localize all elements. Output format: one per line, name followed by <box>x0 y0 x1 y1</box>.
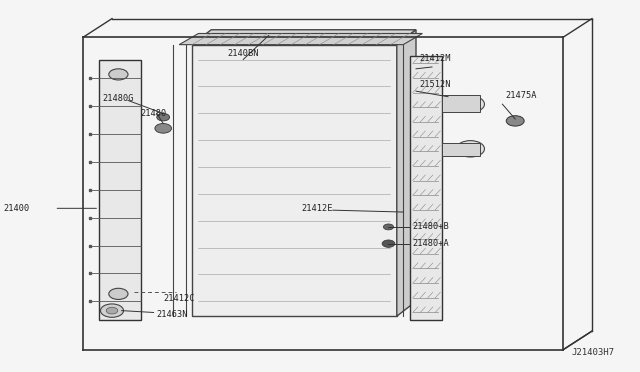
Text: 21412E: 21412E <box>301 204 333 213</box>
Circle shape <box>456 141 484 157</box>
Circle shape <box>382 240 395 247</box>
Polygon shape <box>442 143 480 156</box>
Text: 21412C: 21412C <box>163 294 195 303</box>
Text: 21512N: 21512N <box>419 80 451 89</box>
Circle shape <box>155 124 172 133</box>
Polygon shape <box>99 60 141 320</box>
Circle shape <box>463 144 478 153</box>
Text: 21480+B: 21480+B <box>413 222 449 231</box>
Circle shape <box>383 224 394 230</box>
Polygon shape <box>410 56 442 320</box>
Circle shape <box>456 96 484 112</box>
Circle shape <box>463 100 478 109</box>
Text: 21412M: 21412M <box>419 54 451 63</box>
Text: 21463N: 21463N <box>157 310 188 319</box>
Polygon shape <box>442 95 480 112</box>
Text: 21480: 21480 <box>141 109 167 118</box>
Circle shape <box>157 113 170 121</box>
Polygon shape <box>192 30 416 45</box>
Polygon shape <box>397 30 416 316</box>
Circle shape <box>109 288 128 299</box>
Text: 21480+A: 21480+A <box>413 239 449 248</box>
Text: 21480G: 21480G <box>102 94 134 103</box>
Circle shape <box>100 304 124 317</box>
Circle shape <box>106 307 118 314</box>
Circle shape <box>109 69 128 80</box>
Text: 21475A: 21475A <box>506 92 537 100</box>
Circle shape <box>506 116 524 126</box>
Text: 2140BN: 2140BN <box>227 49 259 58</box>
Polygon shape <box>179 33 422 45</box>
Text: 21400: 21400 <box>3 204 29 213</box>
Text: J21403H7: J21403H7 <box>572 348 614 357</box>
Polygon shape <box>192 45 397 316</box>
